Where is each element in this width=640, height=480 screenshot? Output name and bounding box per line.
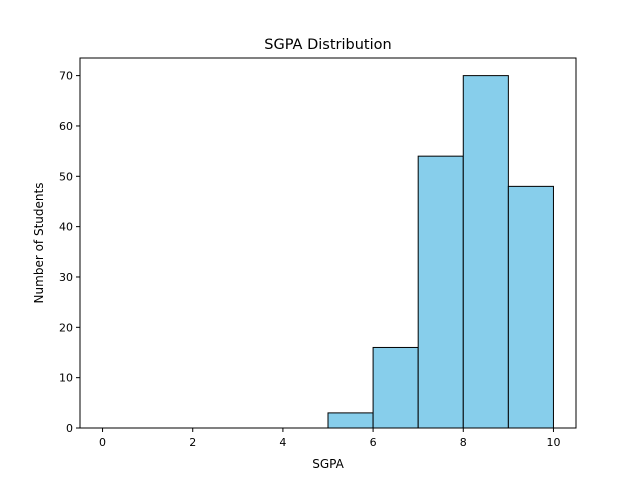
- x-axis-ticks: 0 2 4 6 8 10: [99, 428, 560, 449]
- chart-title: SGPA Distribution: [264, 37, 391, 53]
- histogram-bars: [327, 75, 554, 429]
- histogram-bar-9-10: [507, 185, 554, 429]
- y-tick-label: 10: [59, 372, 73, 385]
- plot-area-frame: [79, 57, 577, 429]
- y-axis-label: Number of Students: [32, 183, 46, 304]
- y-axis-ticks: 0 10 20 30 40 50 60 70: [59, 70, 80, 435]
- x-tick-label: 6: [370, 436, 377, 449]
- y-tick-label: 0: [66, 422, 73, 435]
- x-tick-label: 2: [189, 436, 196, 449]
- y-tick-label: 40: [59, 221, 73, 234]
- x-tick-label: 10: [546, 436, 560, 449]
- y-tick-label: 30: [59, 271, 73, 284]
- y-tick-label: 20: [59, 321, 73, 334]
- x-tick-label: 0: [99, 436, 106, 449]
- y-tick-label: 50: [59, 170, 73, 183]
- y-tick-label: 60: [59, 120, 73, 133]
- x-tick-label: 4: [279, 436, 286, 449]
- histogram-bar-5-6: [327, 412, 374, 429]
- histogram-bar-7-8: [417, 155, 464, 429]
- x-tick-label: 8: [460, 436, 467, 449]
- histogram-bar-6-7: [372, 346, 419, 429]
- histogram-bar-8-9: [462, 75, 509, 429]
- y-tick-label: 70: [59, 70, 73, 83]
- x-axis-label: SGPA: [312, 457, 344, 471]
